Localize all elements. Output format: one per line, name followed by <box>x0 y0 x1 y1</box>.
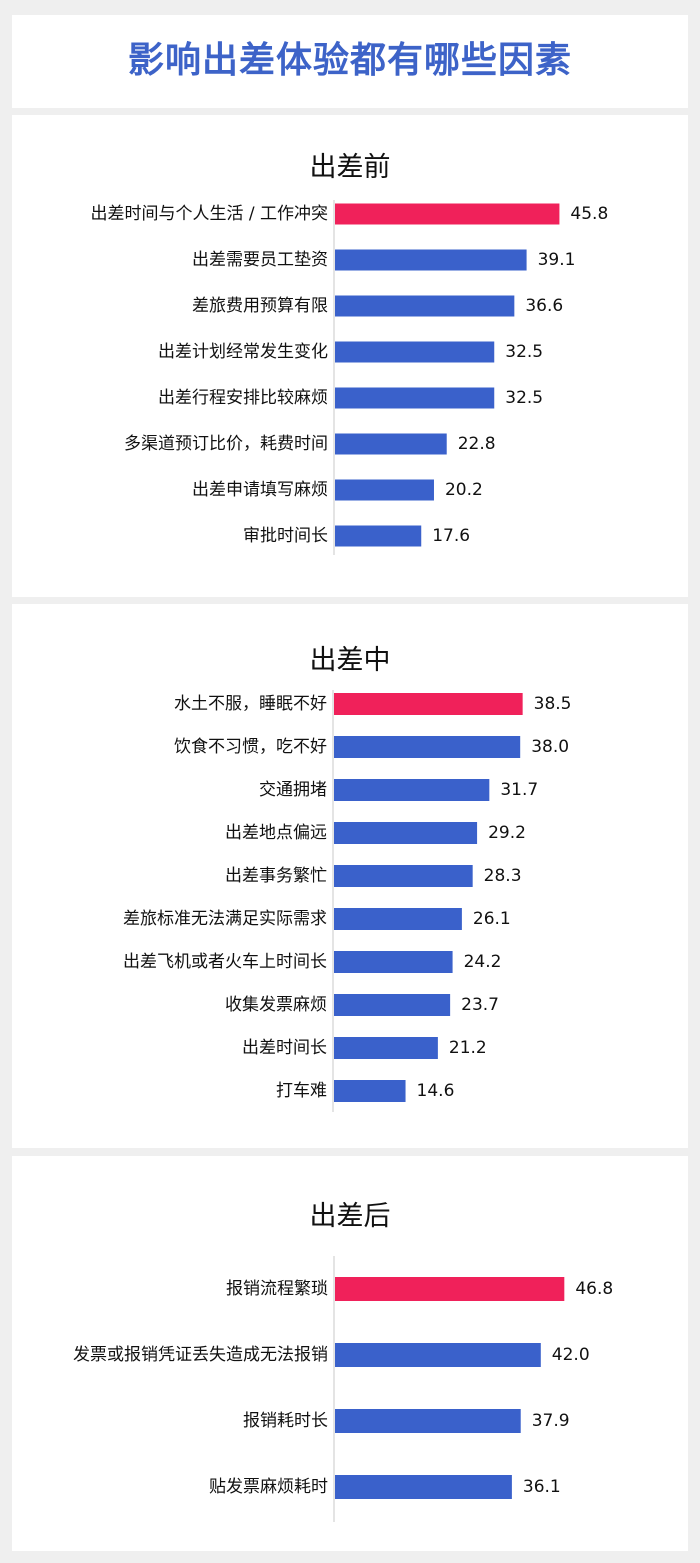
bar-during-trip-2 <box>334 779 490 801</box>
value-label-during-trip-2: 31.7 <box>500 780 538 800</box>
value-label-during-trip-9: 14.6 <box>417 1081 455 1101</box>
chart-panel-before-trip: 出差前 出差时间与个人生活 / 工作冲突 45.8 出差需要员工垫资 39.1 差旅费用… <box>12 115 688 597</box>
bar-chart-before-trip: 出差时间与个人生活 / 工作冲突 45.8 出差需要员工垫资 39.1 差旅费用预算有限… <box>90 200 608 555</box>
category-label-during-trip-2: 交通拥堵 <box>259 780 327 800</box>
category-label-after-trip-3: 贴发票麻烦耗时 <box>209 1477 328 1497</box>
category-label-before-trip-5: 多渠道预订比价，耗费时间 <box>124 434 328 454</box>
value-label-after-trip-3: 36.1 <box>523 1477 561 1497</box>
category-label-during-trip-6: 出差飞机或者火车上时间长 <box>123 952 327 972</box>
bar-after-trip-2 <box>335 1409 521 1433</box>
chart-panel-after-trip: 出差后 报销流程繁琐 46.8 发票或报销凭证丢失造成无法报销 42.0 报销耗时长 37… <box>12 1156 688 1551</box>
value-label-during-trip-3: 29.2 <box>488 823 526 843</box>
category-label-before-trip-4: 出差行程安排比较麻烦 <box>158 388 328 408</box>
category-label-after-trip-0: 报销流程繁琐 <box>226 1279 328 1299</box>
value-label-before-trip-6: 20.2 <box>445 480 483 500</box>
bar-chart-after-trip: 报销流程繁琐 46.8 发票或报销凭证丢失造成无法报销 42.0 报销耗时长 37.9 贴发… <box>73 1256 613 1522</box>
bar-during-trip-7 <box>334 994 451 1016</box>
bar-during-trip-9 <box>334 1080 406 1102</box>
category-label-during-trip-3: 出差地点偏远 <box>225 823 327 843</box>
value-label-before-trip-1: 39.1 <box>538 250 576 270</box>
value-label-during-trip-4: 28.3 <box>484 866 522 886</box>
category-label-after-trip-1: 发票或报销凭证丢失造成无法报销 <box>73 1345 328 1365</box>
category-label-before-trip-0: 出差时间与个人生活 / 工作冲突 <box>90 204 328 224</box>
bar-chart-during-trip: 水土不服，睡眠不好 38.5 饮食不习惯，吃不好 38.0 交通拥堵 31.7 出差地点偏远… <box>123 690 572 1112</box>
category-label-during-trip-9: 打车难 <box>276 1081 327 1101</box>
value-label-during-trip-7: 23.7 <box>461 995 499 1015</box>
category-label-during-trip-4: 出差事务繁忙 <box>225 866 327 886</box>
bar-before-trip-0 <box>335 203 560 225</box>
bar-before-trip-7 <box>335 525 422 547</box>
value-label-before-trip-0: 45.8 <box>570 204 608 224</box>
category-label-during-trip-5: 差旅标准无法满足实际需求 <box>123 909 327 929</box>
value-label-during-trip-8: 21.2 <box>449 1038 487 1058</box>
bar-during-trip-1 <box>334 736 521 758</box>
bar-before-trip-1 <box>335 249 527 271</box>
bar-after-trip-0 <box>335 1277 565 1301</box>
chart-title-after-trip: 出差后 <box>309 1201 391 1232</box>
value-label-after-trip-1: 42.0 <box>552 1345 590 1365</box>
value-label-after-trip-2: 37.9 <box>532 1411 570 1431</box>
bar-before-trip-2 <box>335 295 515 317</box>
value-label-before-trip-2: 36.6 <box>525 296 563 316</box>
category-label-during-trip-7: 收集发票麻烦 <box>225 995 327 1015</box>
category-label-before-trip-7: 审批时间长 <box>243 526 328 546</box>
bar-before-trip-4 <box>335 387 495 409</box>
bar-before-trip-6 <box>335 479 434 501</box>
bar-during-trip-5 <box>334 908 462 930</box>
page-title: 影响出差体验都有哪些因素 <box>127 40 572 81</box>
chart-title-during-trip: 出差中 <box>309 645 391 676</box>
bar-during-trip-6 <box>334 951 453 973</box>
category-label-during-trip-1: 饮食不习惯，吃不好 <box>174 737 327 757</box>
bar-during-trip-0 <box>334 693 523 715</box>
bar-before-trip-5 <box>335 433 447 455</box>
category-label-before-trip-6: 出差申请填写麻烦 <box>192 480 328 500</box>
category-label-before-trip-1: 出差需要员工垫资 <box>192 250 328 270</box>
bar-during-trip-4 <box>334 865 473 887</box>
chart-panel-during-trip: 出差中 水土不服，睡眠不好 38.5 饮食不习惯，吃不好 38.0 交通拥堵 31.7 出差… <box>12 604 688 1148</box>
bar-before-trip-3 <box>335 341 495 363</box>
category-label-during-trip-8: 出差时间长 <box>242 1038 327 1058</box>
bar-after-trip-1 <box>335 1343 541 1367</box>
chart-title-before-trip: 出差前 <box>309 152 391 183</box>
value-label-before-trip-3: 32.5 <box>505 342 543 362</box>
bar-after-trip-3 <box>335 1475 512 1499</box>
value-label-before-trip-4: 32.5 <box>505 388 543 408</box>
value-label-during-trip-0: 38.5 <box>534 694 572 714</box>
bar-during-trip-8 <box>334 1037 438 1059</box>
header-card: 影响出差体验都有哪些因素 <box>12 15 688 108</box>
category-label-during-trip-0: 水土不服，睡眠不好 <box>174 694 327 714</box>
bar-during-trip-3 <box>334 822 478 844</box>
category-label-after-trip-2: 报销耗时长 <box>243 1411 328 1431</box>
value-label-during-trip-1: 38.0 <box>531 737 569 757</box>
value-label-during-trip-5: 26.1 <box>473 909 511 929</box>
category-label-before-trip-2: 差旅费用预算有限 <box>192 296 328 316</box>
value-label-before-trip-7: 17.6 <box>432 526 470 546</box>
category-label-before-trip-3: 出差计划经常发生变化 <box>158 342 328 362</box>
value-label-before-trip-5: 22.8 <box>458 434 496 454</box>
value-label-during-trip-6: 24.2 <box>464 952 502 972</box>
value-label-after-trip-0: 46.8 <box>575 1279 613 1299</box>
